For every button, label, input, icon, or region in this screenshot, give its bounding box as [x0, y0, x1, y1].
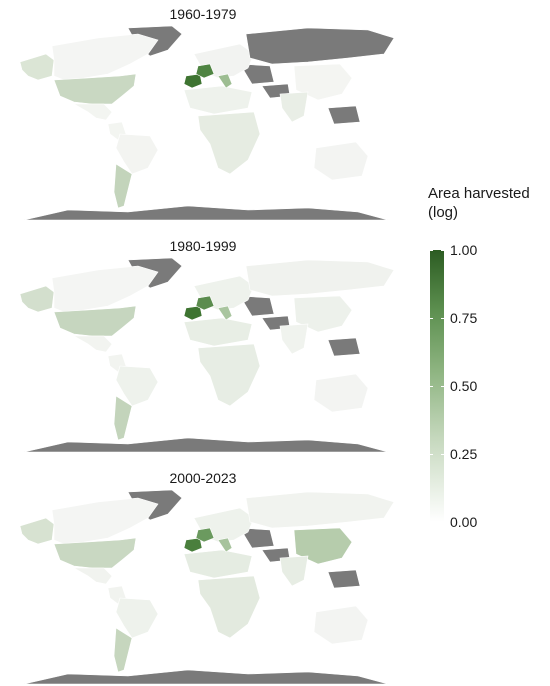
legend-tick-label: 0.50	[450, 378, 478, 394]
legend-tick-mark	[430, 250, 444, 251]
country-region	[183, 73, 203, 89]
country-region	[245, 491, 395, 529]
country-region	[245, 27, 395, 65]
country-region	[19, 285, 55, 313]
country-region	[53, 305, 137, 337]
country-region	[239, 63, 275, 85]
country-region	[197, 343, 261, 407]
country-region	[23, 205, 389, 220]
world-map	[19, 489, 395, 684]
country-region	[245, 259, 395, 297]
legend-tick-label: 0.00	[450, 514, 478, 530]
country-region	[19, 53, 55, 81]
legend-title-line2: (log)	[428, 204, 459, 221]
country-region	[115, 597, 159, 639]
country-region	[195, 63, 215, 79]
legend-tick-label: 1.00	[450, 242, 478, 258]
country-region	[327, 569, 361, 589]
country-region	[72, 103, 127, 141]
country-region	[72, 567, 127, 605]
country-region	[197, 111, 261, 175]
country-region	[115, 365, 159, 407]
world-map	[19, 257, 395, 452]
country-region	[51, 497, 159, 545]
country-region	[183, 549, 253, 579]
country-region	[23, 437, 389, 452]
legend-tick-label: 0.75	[450, 310, 478, 326]
country-region	[279, 323, 309, 355]
colorbar	[430, 250, 444, 522]
country-region	[239, 527, 275, 549]
legend-tick-mark	[430, 454, 444, 455]
panel-title: 1960-1979	[169, 6, 237, 22]
legend-title: Area harvested (log)	[428, 184, 530, 222]
panel-title: 1980-1999	[169, 238, 237, 254]
color-legend: Area harvested (log) 1.00 0.75 0.50 0.25 0.0…	[428, 184, 546, 544]
country-region	[72, 335, 127, 373]
country-region	[53, 73, 137, 105]
country-region	[327, 337, 361, 357]
legend-tick-mark	[430, 522, 444, 523]
country-region	[183, 317, 253, 347]
country-region	[293, 295, 353, 333]
country-region	[183, 537, 203, 553]
country-region	[113, 163, 133, 209]
country-region	[279, 555, 309, 587]
country-region	[313, 373, 369, 413]
country-region	[115, 133, 159, 175]
country-region	[327, 105, 361, 125]
world-map	[19, 25, 395, 220]
country-region	[51, 265, 159, 313]
country-region	[113, 627, 133, 673]
country-region	[217, 305, 233, 321]
panel-title: 2000-2023	[169, 470, 237, 486]
country-region	[217, 73, 233, 89]
country-region	[293, 63, 353, 101]
country-region	[195, 527, 215, 543]
legend-tick-mark	[430, 318, 444, 319]
country-region	[313, 141, 369, 181]
country-region	[51, 33, 159, 81]
country-region	[113, 395, 133, 441]
country-region	[293, 527, 353, 565]
country-region	[217, 537, 233, 553]
country-region	[53, 537, 137, 569]
country-region	[195, 295, 215, 311]
country-region	[239, 295, 275, 317]
legend-title-line1: Area harvested	[428, 185, 530, 202]
country-region	[23, 669, 389, 684]
legend-tick-label: 0.25	[450, 446, 478, 462]
country-region	[19, 517, 55, 545]
country-region	[313, 605, 369, 645]
country-region	[197, 575, 261, 639]
country-region	[183, 85, 253, 115]
country-region	[183, 305, 203, 321]
legend-tick-mark	[430, 386, 444, 387]
country-region	[279, 91, 309, 123]
